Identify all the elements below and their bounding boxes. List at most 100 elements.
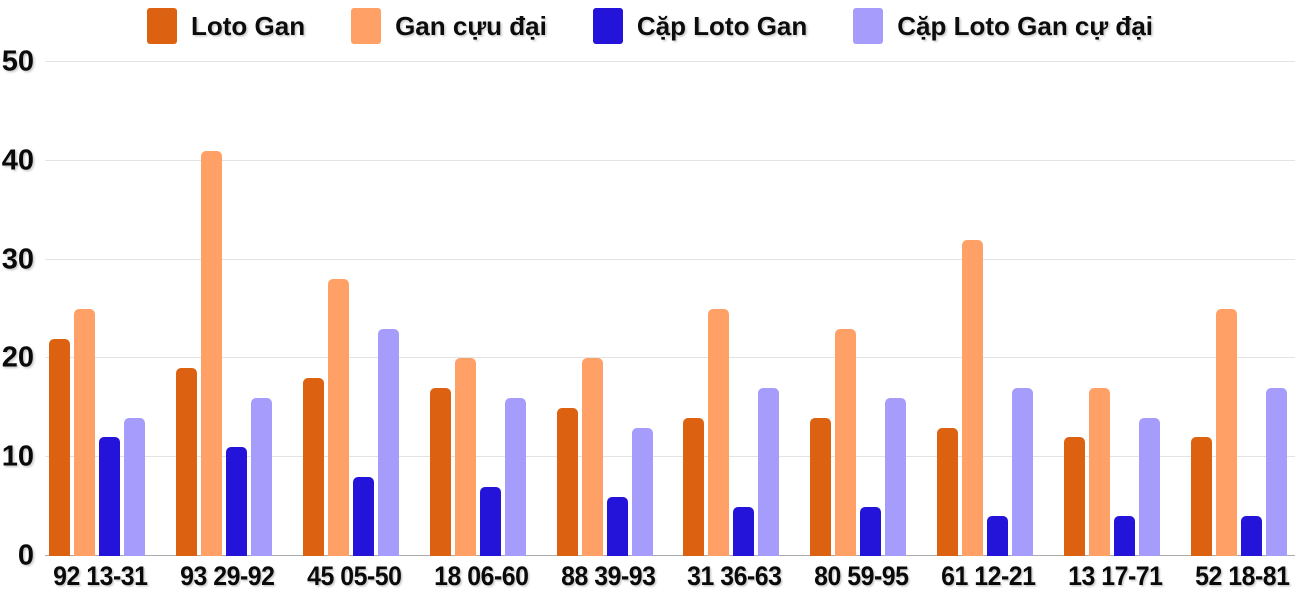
x-tick-label: 18 06-60	[430, 561, 529, 591]
bar-cặp-loto-gan-cự-đại[interactable]	[1265, 388, 1287, 556]
legend-swatch-icon	[592, 8, 623, 44]
legend-label: Gan cựu đại	[395, 10, 547, 41]
x-tick-text: 93 29-92	[179, 561, 275, 591]
bar-gan-cựu-đại[interactable]	[454, 358, 476, 556]
x-tick-label: 52 18-81	[1191, 561, 1290, 591]
bar-loto-gan[interactable]	[556, 407, 578, 556]
legend: Loto Gan Gan cựu đại Cặp Loto Gan Cặp Loto …	[0, 8, 1300, 44]
y-tick-label: 10	[1, 440, 34, 473]
bar-cặp-loto-gan-cự-đại[interactable]	[1012, 388, 1034, 556]
bar-gan-cựu-đại[interactable]	[74, 309, 95, 556]
bar-cặp-loto-gan-cự-đại[interactable]	[1139, 417, 1160, 556]
x-axis: 92 13-31 93 29-92 45 05-50 18 06-60 88 39-93…	[45, 563, 1295, 590]
bar-gan-cựu-đại[interactable]	[835, 328, 857, 556]
bar-group	[683, 62, 780, 556]
legend-item-0[interactable]: Loto Gan	[146, 8, 306, 44]
bar-cặp-loto-gan[interactable]	[733, 506, 755, 556]
bar-cặp-loto-gan-cự-đại[interactable]	[124, 417, 145, 556]
x-tick-label: 80 59-95	[810, 561, 909, 591]
x-tick-label: 88 39-93	[557, 561, 656, 591]
bar-loto-gan[interactable]	[937, 427, 959, 556]
x-tick-text: 88 39-93	[560, 561, 656, 591]
bar-loto-gan[interactable]	[302, 378, 324, 556]
y-tick-label: 50	[1, 45, 34, 78]
bar-loto-gan[interactable]	[1064, 437, 1085, 556]
bar-gan-cựu-đại[interactable]	[1215, 309, 1237, 556]
legend-swatch-icon	[351, 8, 382, 44]
y-tick-label: 0	[17, 539, 34, 572]
bar-gan-cựu-đại[interactable]	[327, 279, 349, 556]
x-tick-text: 52 18-81	[1194, 561, 1290, 591]
bar-loto-gan[interactable]	[1190, 437, 1212, 556]
bar-cặp-loto-gan-cự-đại[interactable]	[250, 397, 272, 556]
x-tick-label: 31 36-63	[683, 561, 782, 591]
y-tick-label: 30	[1, 243, 34, 276]
bar-loto-gan[interactable]	[810, 417, 832, 556]
bar-group	[810, 62, 907, 556]
gridline	[45, 456, 1295, 458]
x-tick-text: 13 17-71	[1068, 561, 1163, 591]
gridline	[45, 357, 1295, 359]
bar-group	[556, 62, 653, 556]
bar-group	[1064, 62, 1160, 556]
bar-cặp-loto-gan[interactable]	[99, 437, 120, 556]
bar-cặp-loto-gan-cự-đại[interactable]	[504, 397, 526, 556]
legend-swatch-icon	[853, 8, 884, 44]
bar-cặp-loto-gan-cự-đại[interactable]	[377, 328, 399, 556]
bar-group	[429, 62, 526, 556]
bar-cặp-loto-gan-cự-đại[interactable]	[885, 397, 907, 556]
bar-group	[1190, 62, 1287, 556]
x-tick-text: 31 36-63	[687, 561, 782, 591]
bar-cặp-loto-gan[interactable]	[987, 516, 1009, 556]
bar-cặp-loto-gan[interactable]	[352, 476, 374, 556]
bar-gan-cựu-đại[interactable]	[1089, 388, 1110, 556]
plot-area	[45, 61, 1295, 556]
y-tick-label: 20	[1, 341, 34, 374]
legend-label: Loto Gan	[190, 10, 306, 41]
x-tick-text: 45 05-50	[306, 561, 402, 591]
bar-group	[49, 62, 145, 556]
bar-group	[302, 62, 399, 556]
gridline	[45, 61, 1295, 62]
legend-item-3[interactable]: Cặp Loto Gan cự đại	[853, 8, 1153, 44]
bar-gan-cựu-đại[interactable]	[708, 309, 730, 556]
x-tick-text: 61 12-21	[941, 561, 1036, 591]
bar-loto-gan[interactable]	[175, 368, 197, 556]
legend-label: Cặp Loto Gan cự đại	[897, 10, 1153, 41]
bar-group	[175, 62, 272, 556]
bar-gan-cựu-đại[interactable]	[581, 358, 603, 556]
legend-item-1[interactable]: Gan cựu đại	[351, 8, 547, 44]
x-tick-label: 61 12-21	[937, 561, 1036, 591]
bar-cặp-loto-gan[interactable]	[1114, 516, 1135, 556]
bar-gan-cựu-đại[interactable]	[200, 150, 222, 556]
bar-group	[937, 62, 1034, 556]
bar-loto-gan[interactable]	[683, 417, 705, 556]
legend-item-2[interactable]: Cặp Loto Gan	[592, 8, 808, 44]
bar-loto-gan[interactable]	[49, 338, 70, 556]
legend-swatch-icon	[146, 8, 177, 44]
x-tick-label: 45 05-50	[303, 561, 402, 591]
x-axis-line	[45, 555, 1295, 556]
bar-cặp-loto-gan[interactable]	[479, 486, 501, 556]
x-tick-label: 13 17-71	[1064, 561, 1163, 591]
x-tick-text: 18 06-60	[433, 561, 529, 591]
x-tick-label: 92 13-31	[49, 561, 148, 591]
bar-cặp-loto-gan[interactable]	[1240, 516, 1262, 556]
bar-gan-cựu-đại[interactable]	[962, 239, 984, 556]
bar-groups	[45, 62, 1295, 556]
x-tick-text: 80 59-95	[814, 561, 909, 591]
y-tick-label: 40	[1, 144, 34, 177]
bar-loto-gan[interactable]	[429, 388, 451, 556]
bar-cặp-loto-gan[interactable]	[225, 447, 247, 556]
bar-cặp-loto-gan-cự-đại[interactable]	[758, 388, 780, 556]
bar-cặp-loto-gan[interactable]	[860, 506, 882, 556]
x-tick-label: 93 29-92	[176, 561, 275, 591]
gridline	[45, 159, 1295, 161]
bar-cặp-loto-gan[interactable]	[606, 496, 628, 556]
legend-label: Cặp Loto Gan	[636, 10, 808, 41]
bar-cặp-loto-gan-cự-đại[interactable]	[631, 427, 653, 556]
y-axis: 0 10 20 30 40 50	[0, 47, 38, 570]
gridline	[45, 258, 1295, 260]
x-tick-text: 92 13-31	[53, 561, 148, 591]
